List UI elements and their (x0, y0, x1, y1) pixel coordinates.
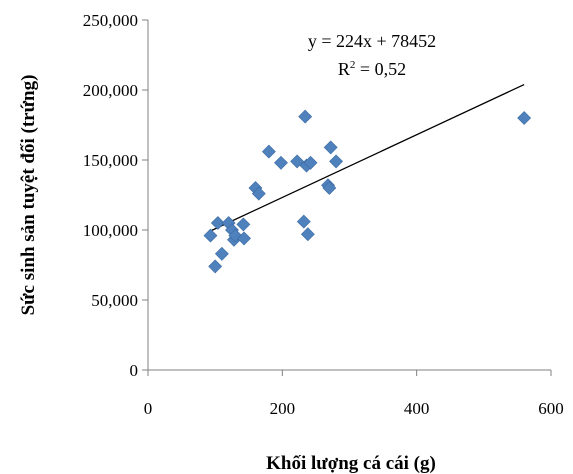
y-tick-label: 100,000 (83, 221, 138, 240)
data-point (322, 181, 337, 195)
x-tick-label: 400 (404, 399, 430, 418)
x-tick-label: 0 (144, 399, 153, 418)
data-point (236, 217, 251, 232)
data-point (274, 155, 288, 170)
x-tick-label: 600 (538, 399, 564, 418)
y-tick-label: 0 (130, 361, 139, 380)
y-tick-label: 150,000 (83, 151, 138, 170)
data-point (203, 228, 218, 243)
data-points (203, 109, 532, 274)
y-axis-ticks: 0 50,000 100,000 150,000 200,000 250,000 (83, 11, 148, 380)
data-point (298, 109, 313, 124)
data-point (517, 111, 532, 125)
data-point (210, 216, 225, 230)
r-squared-exponent: 2 (350, 59, 356, 71)
y-tick-label: 200,000 (83, 81, 138, 100)
r-squared-value: = 0,52 (355, 59, 406, 79)
y-axis-title-group: Sức sinh sản tuyệt đối (trứng) (18, 75, 39, 316)
r-squared-prefix: R (338, 59, 350, 79)
data-point (323, 140, 338, 155)
y-tick-label: 250,000 (83, 11, 138, 30)
data-point (261, 144, 276, 159)
axes (147, 20, 551, 371)
x-axis-title: Khối lượng cá cái (g) (266, 453, 436, 474)
r-squared-label: R2 = 0,52 (338, 59, 406, 79)
data-point (290, 154, 305, 169)
trendline (210, 83, 525, 232)
data-point (208, 259, 223, 274)
x-axis-ticks: 0 200 400 600 (144, 370, 564, 418)
data-point (237, 231, 251, 246)
data-point (300, 227, 315, 242)
data-point (251, 186, 266, 201)
y-axis-title: Sức sinh sản tuyệt đối (trứng) (18, 75, 39, 316)
x-tick-label: 200 (270, 399, 296, 418)
trendline-group (210, 83, 525, 232)
y-tick-label: 50,000 (91, 291, 138, 310)
data-point (214, 246, 229, 261)
data-point (329, 154, 343, 169)
data-point (296, 214, 311, 229)
data-point (303, 155, 318, 170)
trendline-equation: y = 224x + 78452 (308, 31, 436, 51)
